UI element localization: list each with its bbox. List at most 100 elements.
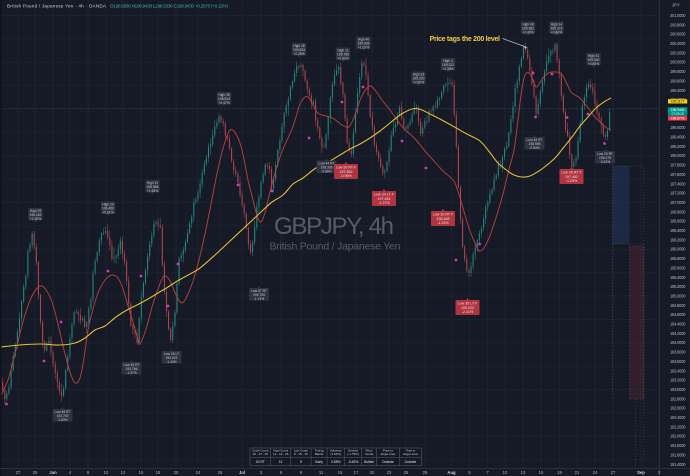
svg-text:Timing: Timing bbox=[315, 449, 324, 453]
svg-text:High 11: High 11 bbox=[337, 49, 348, 53]
svg-text:196.2000: 196.2000 bbox=[670, 237, 686, 242]
svg-text:Outside: Outside bbox=[382, 460, 394, 464]
svg-text:British Pound / Japanese Yen ·: British Pound / Japanese Yen · 4h · OAND… bbox=[7, 4, 107, 9]
svg-text:192.6000: 192.6000 bbox=[670, 406, 686, 411]
svg-text:+0.85%: +0.85% bbox=[588, 62, 599, 66]
svg-text:198.2000: 198.2000 bbox=[670, 144, 686, 149]
svg-text:Time in: Time in bbox=[406, 449, 416, 453]
svg-text:15: 15 bbox=[338, 470, 343, 475]
svg-text:199.6000: 199.6000 bbox=[670, 78, 686, 83]
svg-text:199.220: 199.220 bbox=[413, 77, 425, 81]
svg-text:23: 23 bbox=[387, 470, 392, 475]
svg-text:Low 36 LT F: Low 36 LT F bbox=[458, 301, 478, 305]
svg-text:199.322: 199.322 bbox=[442, 63, 454, 67]
svg-text:Low 57 RT: Low 57 RT bbox=[251, 289, 267, 293]
svg-text:6: 6 bbox=[87, 470, 90, 475]
svg-text:195.4000: 195.4000 bbox=[670, 275, 686, 280]
svg-text:Aug: Aug bbox=[447, 470, 456, 475]
svg-text:191.4000: 191.4000 bbox=[670, 462, 686, 467]
svg-text:10: 10 bbox=[104, 470, 109, 475]
svg-text:191.8000: 191.8000 bbox=[670, 443, 686, 448]
svg-text:Cycle Count: Cycle Count bbox=[252, 449, 269, 453]
svg-text:Price tags the 200 level: Price tags the 200 level bbox=[430, 36, 500, 43]
svg-text:193.6000: 193.6000 bbox=[670, 359, 686, 364]
svg-text:Low 25 LT: Low 25 LT bbox=[164, 352, 179, 356]
svg-text:20: 20 bbox=[174, 470, 179, 475]
svg-text:3: 3 bbox=[658, 470, 661, 475]
svg-text:197.952: 197.952 bbox=[340, 170, 353, 174]
svg-text:Inertia: Inertia bbox=[365, 452, 374, 456]
svg-text:196.858: 196.858 bbox=[147, 185, 159, 189]
svg-text:High 14: High 14 bbox=[551, 23, 563, 27]
svg-text:199.1177: 199.1177 bbox=[671, 100, 685, 104]
svg-text:-1.83%: -1.83% bbox=[57, 418, 68, 422]
svg-text:Low 20 RT: Low 20 RT bbox=[597, 152, 613, 156]
svg-text:+0.82%: +0.82% bbox=[337, 56, 348, 60]
svg-text:194.4000: 194.4000 bbox=[670, 322, 686, 327]
svg-text:193.4000: 193.4000 bbox=[670, 368, 686, 373]
svg-text:target area: target area bbox=[403, 452, 418, 456]
svg-text:194.0000: 194.0000 bbox=[670, 340, 686, 345]
svg-text:200.4000: 200.4000 bbox=[670, 41, 686, 46]
svg-text:198.0000: 198.0000 bbox=[670, 153, 686, 158]
svg-text:+1.38%: +1.38% bbox=[442, 67, 453, 71]
svg-text:+1.58%: +1.58% bbox=[147, 189, 158, 193]
svg-text:198.279: 198.279 bbox=[599, 156, 611, 160]
svg-text:24: 24 bbox=[593, 470, 598, 475]
svg-text:196.468: 196.468 bbox=[437, 217, 450, 221]
svg-text:196.163: 196.163 bbox=[30, 213, 42, 217]
svg-text:192.4000: 192.4000 bbox=[670, 415, 686, 420]
svg-text:195.759: 195.759 bbox=[253, 293, 265, 297]
svg-text:5: 5 bbox=[468, 470, 471, 475]
svg-text:Low 45 RT: Low 45 RT bbox=[527, 138, 543, 142]
svg-text:Early: Early bbox=[315, 460, 323, 464]
svg-text:195.032: 195.032 bbox=[461, 306, 474, 310]
svg-text:197.454: 197.454 bbox=[378, 197, 391, 201]
svg-text:198.336: 198.336 bbox=[321, 166, 333, 170]
svg-text:194.2000: 194.2000 bbox=[670, 331, 686, 336]
svg-text:17: 17 bbox=[354, 470, 359, 475]
svg-text:0.85%: 0.85% bbox=[331, 460, 341, 464]
svg-text:9: 9 bbox=[300, 470, 303, 475]
svg-text:26 - 37 - 46: 26 - 37 - 46 bbox=[253, 452, 269, 456]
svg-text:07:29:18: 07:29:18 bbox=[672, 112, 684, 116]
svg-text:Price: Price bbox=[366, 449, 373, 453]
svg-text:197.6000: 197.6000 bbox=[670, 172, 686, 177]
svg-text:Jul: Jul bbox=[239, 470, 245, 475]
svg-text:199.766: 199.766 bbox=[337, 53, 349, 57]
svg-text:27: 27 bbox=[16, 470, 21, 475]
svg-text:19: 19 bbox=[557, 470, 562, 475]
svg-text:197.0000: 197.0000 bbox=[670, 200, 686, 205]
svg-text:Sep: Sep bbox=[637, 470, 645, 475]
svg-text:-0.86%: -0.86% bbox=[321, 169, 332, 173]
svg-text:192.8000: 192.8000 bbox=[670, 396, 686, 401]
svg-text:High 12: High 12 bbox=[147, 181, 159, 185]
svg-text:200.2000: 200.2000 bbox=[670, 50, 686, 55]
svg-text:Advance: Advance bbox=[330, 449, 342, 453]
svg-text:High 3: High 3 bbox=[443, 59, 453, 63]
svg-text:201.0000: 201.0000 bbox=[670, 13, 686, 18]
svg-text:197.8000: 197.8000 bbox=[670, 163, 686, 168]
svg-text:-1.29%: -1.29% bbox=[566, 179, 578, 183]
svg-text:-1.44%: -1.44% bbox=[166, 360, 177, 364]
svg-text:197.4000: 197.4000 bbox=[670, 181, 686, 186]
svg-text:199.936: 199.936 bbox=[358, 42, 370, 46]
svg-text:11: 11 bbox=[319, 470, 324, 475]
svg-text:195.2000: 195.2000 bbox=[670, 284, 686, 289]
svg-text:199.8000: 199.8000 bbox=[670, 69, 686, 74]
svg-text:9 - 15 - 19: 9 - 15 - 19 bbox=[294, 452, 308, 456]
svg-text:193.0000: 193.0000 bbox=[670, 387, 686, 392]
svg-text:193.766: 193.766 bbox=[126, 367, 138, 371]
svg-text:11: 11 bbox=[279, 460, 283, 464]
svg-text:12 - 19 - 26: 12 - 19 - 26 bbox=[273, 452, 289, 456]
svg-text:-1.27%: -1.27% bbox=[378, 201, 390, 205]
svg-text:13: 13 bbox=[521, 470, 526, 475]
svg-text:-1.74%: -1.74% bbox=[254, 297, 265, 301]
svg-text:High Count: High Count bbox=[273, 449, 288, 453]
svg-text:196.450: 196.450 bbox=[102, 207, 114, 211]
svg-text:-0.96%: -0.96% bbox=[340, 174, 352, 178]
svg-text:High 28: High 28 bbox=[293, 44, 305, 48]
svg-text:+0.81%: +0.81% bbox=[102, 210, 113, 214]
svg-text:26: 26 bbox=[218, 470, 223, 475]
svg-text:+0.90%: +0.90% bbox=[413, 80, 424, 84]
